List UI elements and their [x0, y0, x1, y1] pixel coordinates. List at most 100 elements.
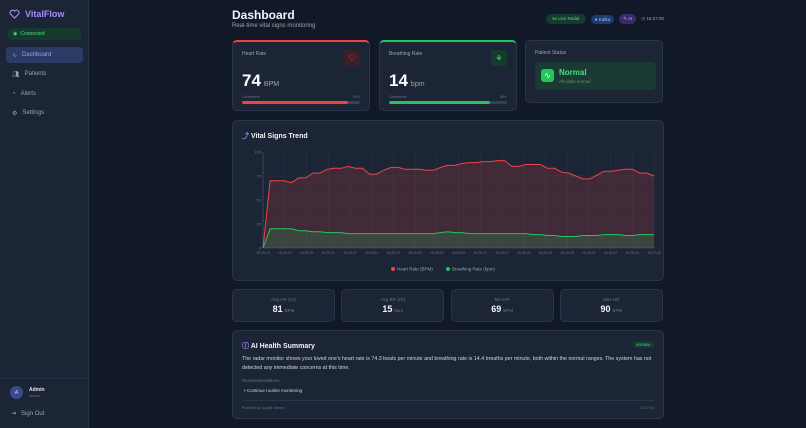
- lungs-icon: ⚘: [491, 50, 507, 66]
- y-tick-label: 0: [259, 246, 262, 251]
- stat-value: 90 BPM: [600, 304, 623, 314]
- status-box: ∿ Normal All vitals normal: [535, 62, 656, 90]
- ai-summary-text: The radar monitor shows your loved one's…: [242, 356, 652, 371]
- divider: [242, 400, 654, 401]
- stat-card: Avg HR (1h) 81 BPM: [232, 289, 335, 322]
- bell-icon: ◔: [12, 91, 16, 97]
- avatar: A: [10, 386, 23, 399]
- divider: [0, 378, 89, 379]
- ai-badge: ✎ AI: [619, 14, 637, 24]
- sidebar-item-label: Patients: [24, 71, 47, 77]
- live-radar-label: Live Radar: [557, 16, 580, 21]
- brand-logo[interactable]: VitalFlow: [9, 9, 64, 19]
- sidebar-item-alerts[interactable]: ◔ Alerts: [6, 86, 83, 102]
- x-tick-label: 16:27:00: [647, 251, 661, 255]
- page-title: Dashboard: [232, 8, 295, 22]
- breathing-rate-card: Breathing Rate ⚘ 14 bpm Confidence 86%: [379, 40, 517, 111]
- clock-time: 16:27:00: [646, 16, 664, 21]
- breathing-rate-label: Breathing Rate: [389, 51, 423, 57]
- stat-card: Max HR 90 BPM: [559, 289, 663, 322]
- x-tick-label: 16:26:54: [625, 251, 639, 255]
- stat-value: 15 bpm: [382, 304, 404, 314]
- x-tick-label: 16:26:29: [539, 251, 553, 255]
- x-tick-label: 16:25:47: [387, 251, 401, 255]
- pulse-icon: ∿: [541, 69, 554, 82]
- x-tick-label: 16:26:47: [604, 251, 618, 255]
- heart-confidence-bar: [242, 101, 360, 104]
- stat-value: 81 BPM: [272, 304, 295, 314]
- live-radar-badge: ⋈ Live Radar: [546, 14, 586, 24]
- y-tick-label: 25: [257, 222, 262, 227]
- y-tick-label: 50: [257, 198, 262, 203]
- x-tick-label: 16:25:13: [256, 251, 270, 255]
- sign-out-button[interactable]: ⇥ Sign Out: [11, 410, 45, 418]
- x-tick-label: 16:25:59: [430, 251, 444, 255]
- ai-summary-title: ⓘ AI Health Summary: [242, 343, 315, 350]
- stat-label: Max HR: [603, 297, 620, 302]
- patient-status-label: Patient Status: [535, 50, 567, 56]
- page-subtitle: Real-time vital signs monitoring: [232, 23, 316, 29]
- heart-rate-label: Heart Rate: [242, 51, 267, 57]
- x-tick-label: 16:26:17: [495, 251, 509, 255]
- clock: ◷ 16:27:00: [641, 16, 664, 22]
- legend-label: Breathing Rate (bpm): [452, 267, 496, 272]
- series-area-0: [263, 160, 654, 248]
- stat-card: Avg BR (1h) 15 bpm: [341, 289, 445, 322]
- activity-icon: ∿: [12, 52, 18, 59]
- x-tick-label: 16:26:11: [474, 251, 487, 255]
- x-tick-label: 16:26:05: [452, 251, 466, 255]
- breathing-rate-value: 14 bpm: [389, 71, 425, 90]
- legend-marker: [446, 267, 450, 271]
- x-tick-label: 16:26:23: [517, 251, 531, 255]
- status-value: Normal: [559, 68, 587, 77]
- x-tick-label: 16:25:25: [300, 251, 314, 255]
- y-tick-label: 75: [257, 174, 262, 179]
- series-line-0: [262, 160, 655, 249]
- chart-title: ⤴ Vital Signs Trend: [242, 133, 308, 140]
- kafka-label: Kafka: [598, 16, 611, 22]
- powered-by: Powered by Google Gemini: [242, 406, 285, 410]
- series-line-1: [262, 228, 654, 249]
- stat-label: Avg BR (1h): [380, 297, 406, 302]
- user-name: Admin: [29, 387, 45, 393]
- vital-signs-chart: 0 25 50 75 100 16:25:13 16:25:19 16:25:25 16:25:…: [254, 150, 661, 272]
- wifi-icon: ◉: [13, 31, 18, 37]
- gear-icon: ⚙: [12, 110, 18, 117]
- user-profile[interactable]: A Admin admin: [10, 386, 45, 399]
- patient-status-card: Patient Status ∿ Normal All vitals norma…: [525, 40, 663, 103]
- ai-icon: ⓘ: [242, 343, 249, 350]
- sidebar-item-label: Dashboard: [22, 52, 52, 58]
- x-tick-label: 16:26:35: [560, 251, 574, 255]
- heart-icon: [9, 9, 20, 19]
- kafka-badge: ● Kafka: [590, 14, 615, 24]
- breath-confidence: Confidence 86%: [389, 95, 507, 99]
- ai-status-badge: NORMAL: [633, 341, 654, 348]
- legend-marker: [391, 267, 395, 271]
- legend-label: Heart Rate (BPM): [397, 267, 433, 272]
- heart-rate-card: Heart Rate ♡ 74 BPM Confidence 90%: [232, 40, 370, 111]
- header-badges: ⋈ Live Radar ● Kafka ✎ AI ◷ 16:27:00: [546, 14, 664, 24]
- sidebar-item-label: Settings: [22, 110, 45, 116]
- x-tick-label: 16:26:41: [582, 251, 596, 255]
- recommendations-label: Recommendations:: [242, 378, 281, 383]
- sidebar-item-settings[interactable]: ⚙ Settings: [6, 105, 83, 121]
- trend-icon: ⤴: [242, 133, 249, 140]
- connection-status: ◉ Connected: [8, 28, 81, 40]
- x-tick-label: 16:25:31: [321, 251, 335, 255]
- heart-confidence: Confidence 90%: [242, 95, 360, 99]
- sidebar-item-patients[interactable]: 👥︎ Patients: [6, 66, 83, 82]
- x-tick-label: 16:25:19: [278, 251, 292, 255]
- status-detail: All vitals normal: [559, 79, 591, 84]
- ai-label: AI: [628, 16, 633, 21]
- users-icon: 👥︎: [12, 71, 20, 78]
- vital-trend-card: ⤴ Vital Signs Trend 0 25 50 75 100 16:25:13 16…: [232, 120, 664, 281]
- x-tick-label: 16:25:37: [343, 251, 357, 255]
- logout-icon: ⇥: [11, 411, 17, 417]
- sidebar-item-label: Alerts: [20, 91, 36, 97]
- stat-label: Avg HR (1h): [271, 297, 296, 302]
- ai-timestamp: 16:27:00: [640, 406, 654, 410]
- connection-label: Connected: [20, 31, 45, 37]
- clock-icon: ◷: [641, 16, 646, 21]
- sidebar-item-dashboard[interactable]: ∿ Dashboard: [6, 47, 83, 63]
- sign-out-label: Sign Out: [21, 410, 45, 417]
